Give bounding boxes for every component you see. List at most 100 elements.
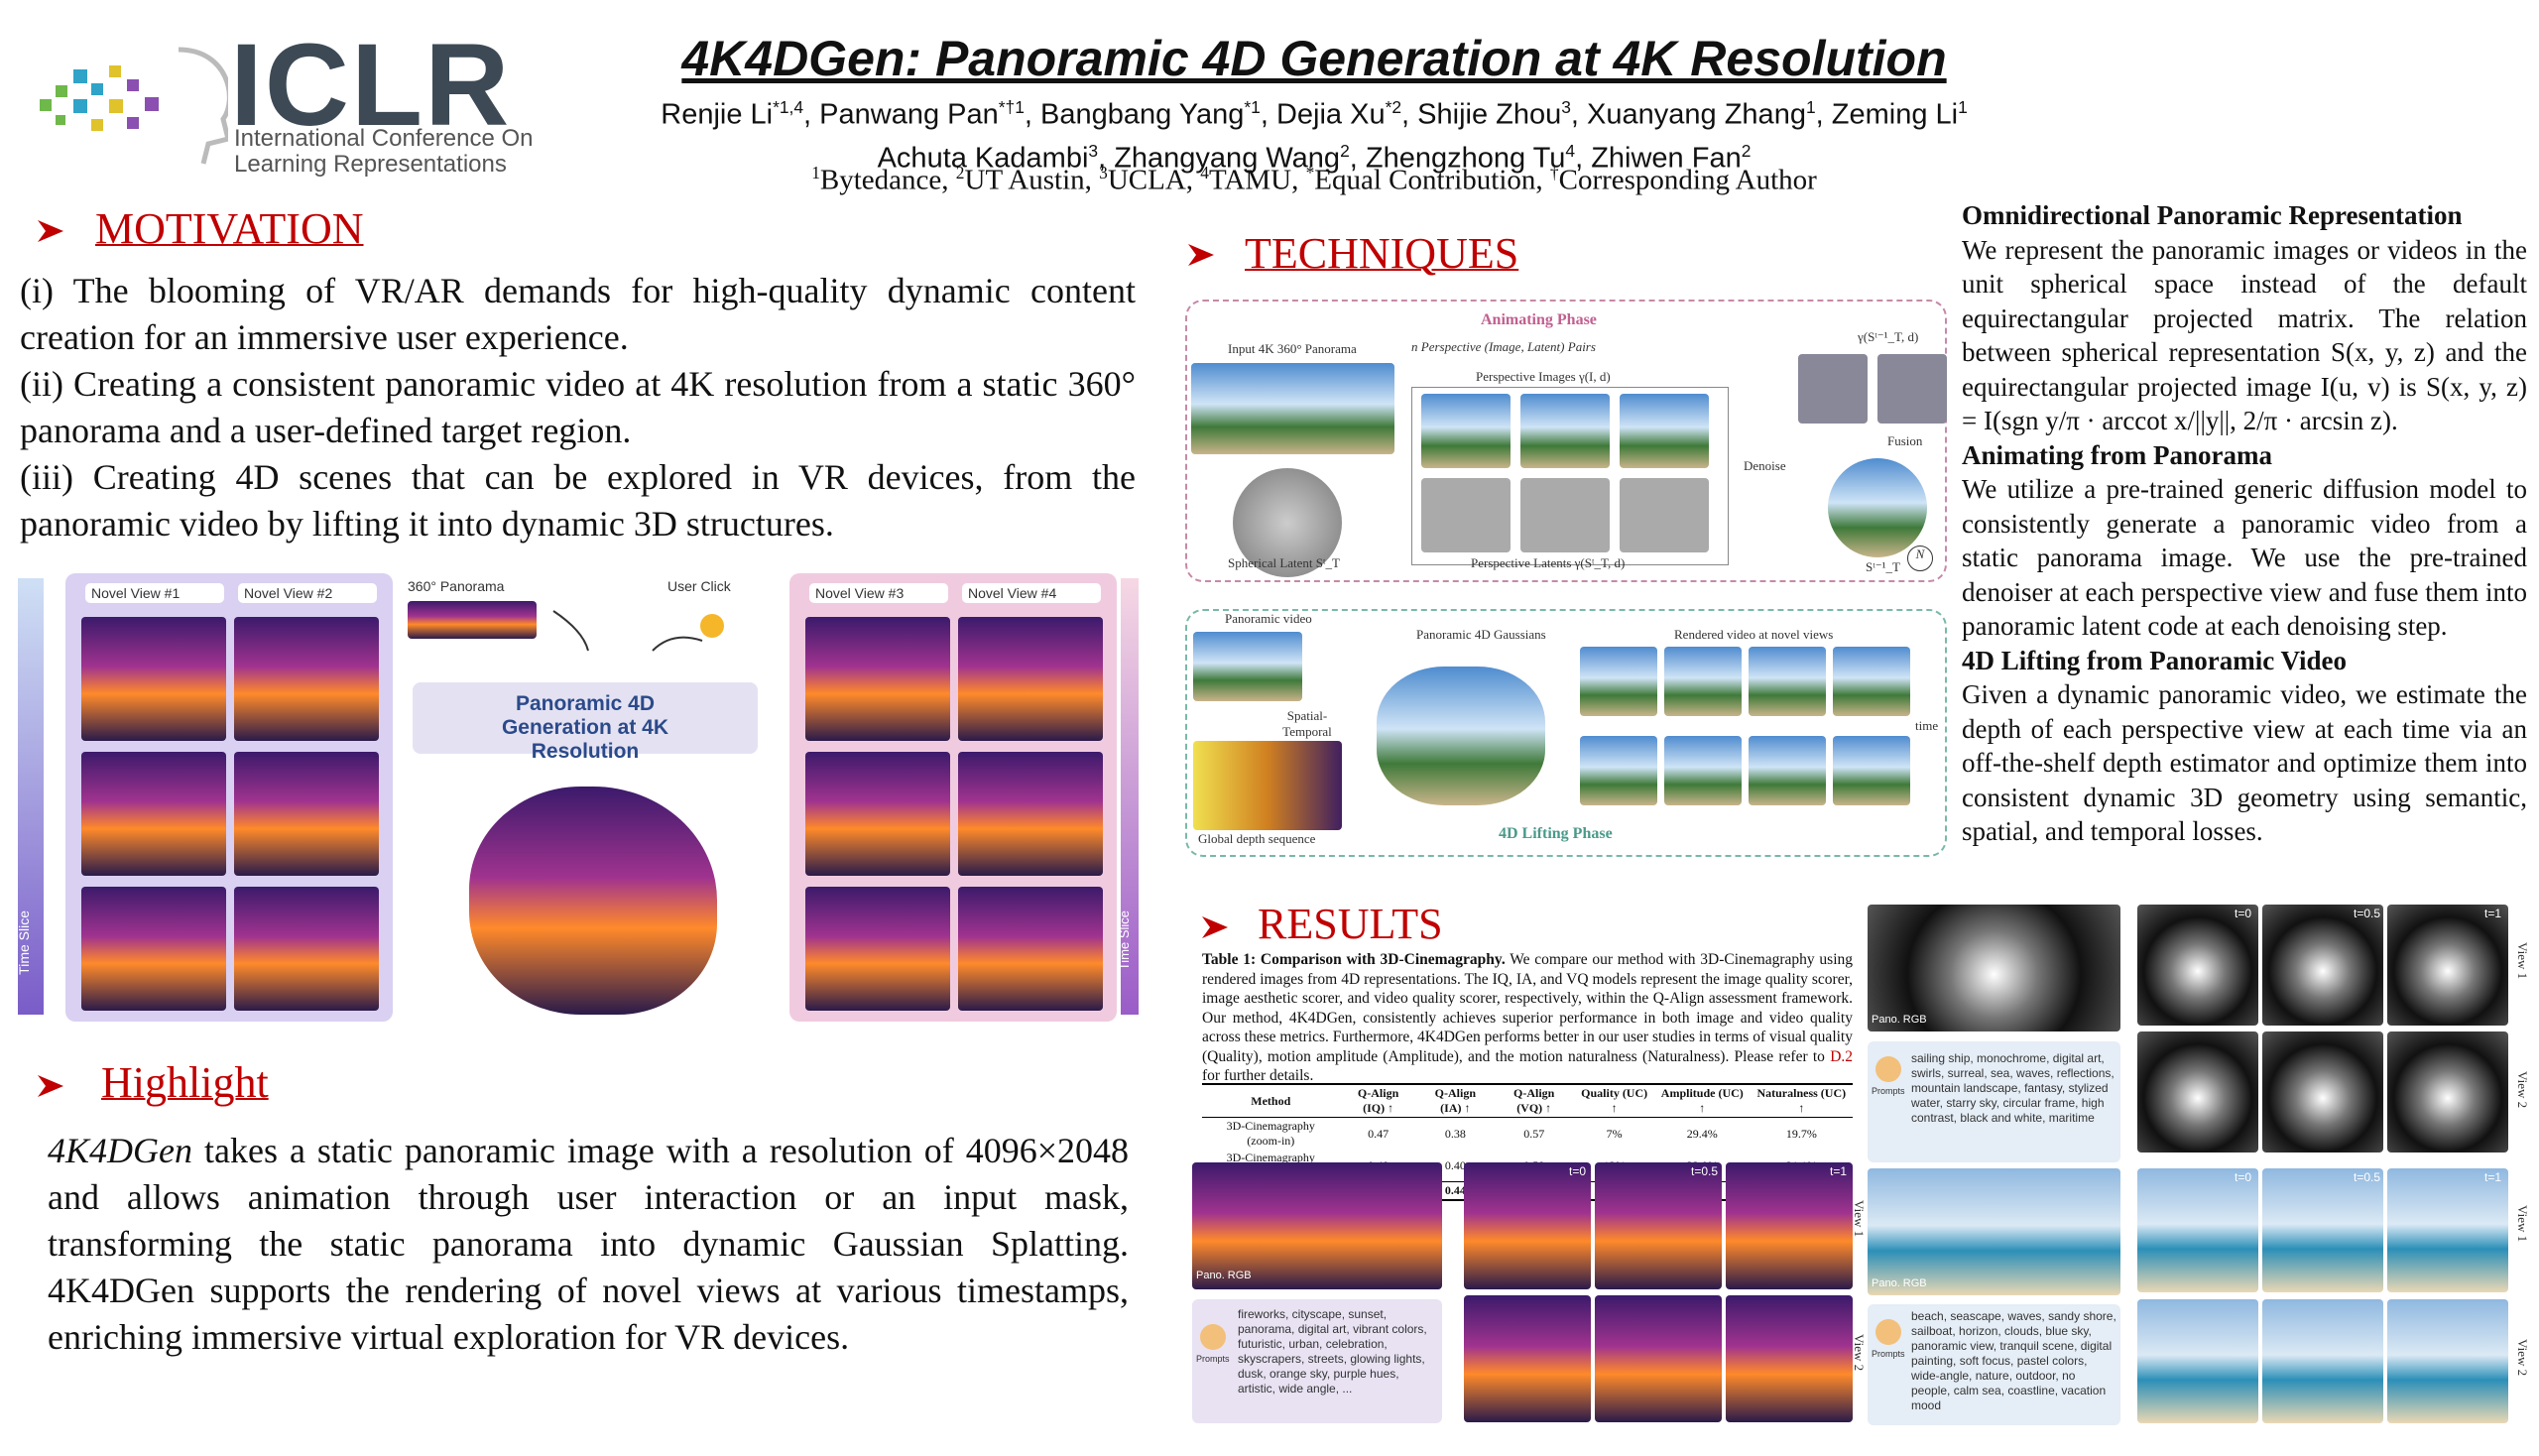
affiliation-mark: † (1549, 163, 1559, 182)
fig-label: n Perspective (Image, Latent) Pairs (1411, 339, 1596, 354)
image (2387, 1299, 2508, 1423)
image (1664, 647, 1742, 716)
separator: , (1260, 98, 1276, 131)
prompt-text: beach, seascape, waves, sandy shore, sai… (1911, 1309, 2116, 1412)
time-label: t=1 (2484, 907, 2502, 920)
avatar (1875, 1319, 1901, 1345)
image (81, 617, 226, 741)
caption-text: for further details. (1202, 1067, 1314, 1084)
fig-label: Perspective Images γ(I, d) (1476, 369, 1611, 384)
table-cell: 19.7% (1785, 1126, 1817, 1141)
separator: , (1084, 164, 1100, 196)
image (1833, 736, 1910, 805)
view-label: View 2 (2515, 1339, 2530, 1377)
title: 4K4DGen: Panoramic 4D Generation at 4K R… (681, 31, 1947, 86)
image (1595, 1162, 1722, 1289)
result-figure: Pano. RGB Prompts fireworks, cityscape, … (1190, 1160, 1853, 1424)
time-label: t=1 (1830, 1164, 1848, 1178)
caption-title: Comparison with 3D-Cinemagraphy. (1260, 951, 1506, 968)
image (2137, 1031, 2258, 1153)
image (2137, 905, 2258, 1026)
arrows (552, 610, 724, 652)
separator: , (1815, 98, 1832, 131)
fig-label: Global depth sequence (1198, 831, 1316, 846)
author-name: Panwang Pan (819, 98, 999, 131)
fig-label: Panoramic video (1225, 611, 1312, 626)
image (1520, 478, 1610, 552)
fig-label: Sᵗ⁻¹_T (1866, 559, 1900, 574)
image (81, 752, 226, 876)
image (2262, 1031, 2383, 1153)
image (2262, 1168, 2383, 1292)
author-name: Shijie Zhou (1417, 98, 1562, 131)
image (234, 752, 379, 876)
time-label: Time Slice (16, 910, 32, 975)
prompt-box (1192, 1299, 1442, 1423)
image-label: Pano. RGB (1872, 1014, 1927, 1026)
bullet-arrow (38, 220, 63, 242)
image (2387, 1168, 2508, 1292)
affiliation-name: UT Austin (964, 164, 1085, 196)
image (1193, 741, 1342, 830)
view-label: View 1 (2515, 1205, 2530, 1243)
banner: Panoramic 4D Generation at 4K Resolution (413, 682, 758, 763)
caption-text: We compare our method with 3D-Cinemagrap… (1202, 951, 1854, 1065)
author-affiliation: *1,4 (773, 97, 804, 117)
teaser-figure: Time Slice Novel View #1 Novel View #2 3… (16, 573, 1139, 1022)
column-header: Q-Align (IQ) ↑ (1357, 1086, 1399, 1115)
phase-box (1185, 609, 1947, 857)
avatar (1200, 1324, 1226, 1350)
fig-label: Perspective Latents γ(Sᵗ_T, d) (1471, 555, 1626, 570)
prompt-box (1868, 1041, 2120, 1162)
fig-label: Fusion (1887, 433, 1923, 448)
image (1377, 667, 1545, 805)
image (1726, 1162, 1853, 1289)
image (1828, 458, 1927, 557)
author-name: Dejia Xu (1275, 98, 1386, 131)
separator: , (1098, 142, 1115, 175)
image (1664, 736, 1742, 805)
image (1595, 1295, 1722, 1422)
image (234, 617, 379, 741)
view-label: View 1 (2515, 942, 2530, 980)
image (1749, 736, 1826, 805)
time-label: t=0 (2235, 907, 2252, 920)
image (1749, 647, 1826, 716)
authors: Renjie Li*1,4, Panwang Pan*†1, Bangbang … (555, 89, 2073, 176)
section-heading: TECHNIQUES (1245, 229, 1519, 278)
view-label: Novel View #3 (809, 583, 948, 603)
affiliation-name: TAMU (1209, 164, 1292, 196)
result-figure: Pano. RGB Prompts sailing ship, monochro… (1868, 903, 2532, 1426)
table-row: 3D-Cinemagraphy (zoom-in) 0.47 0.38 0.57 7% 2… (1202, 1118, 1853, 1151)
time-label: t=0 (1569, 1164, 1587, 1178)
method-heading: Omnidirectional Panoramic Representation (1962, 200, 2463, 230)
author-affiliation: 3 (1561, 97, 1571, 117)
column-header: Naturalness (UC) ↑ (1756, 1086, 1847, 1115)
image (1191, 363, 1394, 454)
image (234, 887, 379, 1011)
author-name: Bangbang Yang (1040, 98, 1245, 131)
image (2387, 1031, 2508, 1153)
column-header: Amplitude (UC) ↑ (1660, 1086, 1744, 1115)
view-label: View 2 (1852, 1334, 1867, 1372)
method-text: We utilize a pre-trained generic diffusi… (1962, 474, 2527, 641)
affiliation-mark: 3 (1099, 163, 1108, 182)
image (2262, 905, 2383, 1026)
affiliation-mark: 1 (811, 163, 820, 182)
table-cell: 3D-Cinemagraphy (zoom-in) (1226, 1119, 1315, 1148)
view-label: View 1 (1852, 1200, 1867, 1238)
fig-label: γ(Sᵗ⁻¹_T, d) (1858, 329, 1919, 344)
author-name: Renjie Li (661, 98, 774, 131)
methods: Omnidirectional Panoramic Representation… (1962, 198, 2527, 849)
method-figure: Animating Phase Input 4K 360° Panorama S… (1183, 300, 1949, 857)
image (2262, 1299, 2383, 1423)
image (958, 617, 1103, 741)
panorama-label: 360° Panorama (408, 578, 505, 594)
section-heading: MOTIVATION (95, 204, 364, 253)
image (1464, 1295, 1591, 1422)
caption-ref[interactable]: D.2 (1830, 1047, 1854, 1065)
image (1464, 1162, 1591, 1289)
prompt-text: sailing ship, monochrome, digital art, s… (1911, 1051, 2115, 1125)
table-cell: 7% (1606, 1126, 1623, 1141)
